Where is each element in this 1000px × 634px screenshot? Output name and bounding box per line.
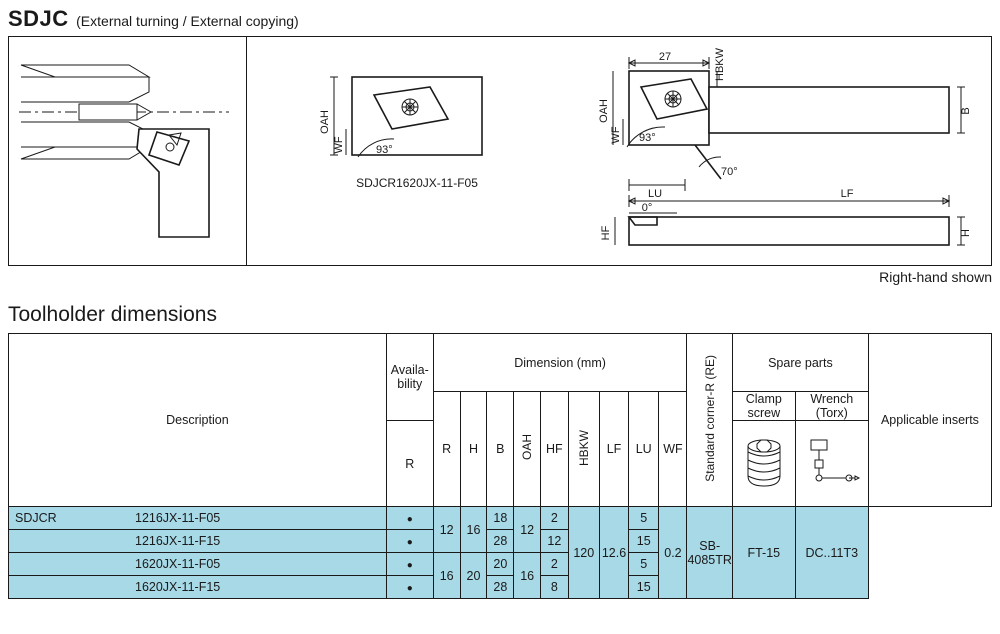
- th-oah: OAH: [514, 392, 541, 507]
- avail-cell: [386, 553, 433, 576]
- torx-wrench-icon: [795, 421, 868, 507]
- h-cell: 12: [433, 507, 460, 553]
- wf2-label: WF: [610, 126, 622, 143]
- angle-93-label: 93°: [376, 144, 393, 156]
- diagram-right: 93° OAH WF SDJCR1620JX-11-F05 27: [247, 37, 991, 265]
- hf-label: HF: [600, 225, 612, 240]
- bullet-icon: [407, 580, 413, 594]
- lf-cell: 120: [568, 507, 599, 599]
- wf-cell: 5: [629, 553, 659, 576]
- desc-cell: 1216JX-11-F15: [9, 530, 387, 553]
- wf-cell: 5: [629, 507, 659, 530]
- b-cell: 16: [460, 507, 487, 553]
- isometric-sketch-icon: [9, 37, 247, 265]
- wrench-cell: FT-15: [732, 507, 795, 599]
- oah-cell: 28: [487, 530, 514, 553]
- th-dimension: Dimension (mm): [433, 334, 687, 392]
- oah-cell: 18: [487, 507, 514, 530]
- th-hbkw: HBKW: [568, 392, 599, 507]
- center-caption: SDJCR1620JX-11-F05: [356, 176, 478, 190]
- hbkw-cell: 2: [541, 507, 568, 530]
- th-corner: Standard corner-R (RE): [687, 334, 732, 507]
- oah-cell: 28: [487, 576, 514, 599]
- wf-label: WF: [333, 136, 345, 153]
- th-wf: WF: [659, 392, 687, 507]
- wf-cell: 15: [629, 530, 659, 553]
- wf-cell: 15: [629, 576, 659, 599]
- corner-cell: 0.2: [659, 507, 687, 599]
- inserts-cell: DC..11T3: [795, 507, 868, 599]
- th-description: Description: [9, 334, 387, 507]
- h-cell: 16: [433, 553, 460, 599]
- bullet-icon: [407, 534, 413, 548]
- hf-cell: 16: [514, 553, 541, 599]
- table-row: SDJCR1216JX-11-F05 12 16 18 12 2 120 12.…: [9, 507, 992, 530]
- avail-cell: [386, 507, 433, 530]
- th-b: B: [487, 392, 514, 507]
- th-hf: HF: [541, 392, 568, 507]
- clamp-cell: SB-4085TR: [687, 507, 732, 599]
- th-r-sub: R: [386, 421, 433, 507]
- th-wrench: Wrench (Torx): [795, 392, 868, 421]
- dimension-drawing-icon: 93° OAH WF SDJCR1620JX-11-F05 27: [247, 37, 991, 265]
- diagram-left: [9, 37, 247, 265]
- hbkw-label: HBKW: [714, 47, 726, 81]
- b-cell: 20: [460, 553, 487, 599]
- th-clamp: Clamp screw: [732, 392, 795, 421]
- th-lu: LU: [629, 392, 659, 507]
- th-inserts: Applicable inserts: [868, 334, 991, 507]
- oah2-label: OAH: [598, 99, 610, 123]
- dimensions-table: Description Availa- bility Dimension (mm…: [8, 333, 992, 599]
- h-label: H: [960, 229, 972, 237]
- angle-93b-label: 93°: [639, 132, 656, 144]
- angle-70-label: 70°: [721, 166, 738, 178]
- product-code: SDJC: [8, 6, 69, 31]
- th-availability: Availa- bility: [386, 334, 433, 421]
- hf-cell: 12: [514, 507, 541, 553]
- th-lf: LF: [600, 392, 629, 507]
- dim-27-label: 27: [659, 51, 671, 63]
- desc-cell: SDJCR1216JX-11-F05: [9, 507, 387, 530]
- avail-cell: [386, 530, 433, 553]
- th-spare: Spare parts: [732, 334, 868, 392]
- bullet-icon: [407, 557, 413, 571]
- lu-label: LU: [648, 188, 662, 200]
- th-h: H: [460, 392, 487, 507]
- desc-cell: 1620JX-11-F15: [9, 576, 387, 599]
- desc-cell: 1620JX-11-F05: [9, 553, 387, 576]
- hbkw-cell: 8: [541, 576, 568, 599]
- oah-cell: 20: [487, 553, 514, 576]
- right-hand-note: Right-hand shown: [8, 269, 992, 285]
- page-title-row: SDJC (External turning / External copyin…: [8, 6, 992, 32]
- clamp-screw-icon: [732, 421, 795, 507]
- hbkw-cell: 12: [541, 530, 568, 553]
- product-subtitle: (External turning / External copying): [76, 13, 299, 29]
- section-title: Toolholder dimensions: [8, 303, 992, 327]
- hbkw-cell: 2: [541, 553, 568, 576]
- lf-label: LF: [841, 188, 854, 200]
- avail-cell: [386, 576, 433, 599]
- b-label: B: [960, 107, 972, 114]
- angle-0-label: 0°: [642, 202, 653, 214]
- th-r: R: [433, 392, 460, 507]
- oah-label: OAH: [319, 110, 331, 134]
- lu-cell: 12.6: [600, 507, 629, 599]
- bullet-icon: [407, 511, 413, 525]
- diagram-panel: 93° OAH WF SDJCR1620JX-11-F05 27: [8, 36, 992, 266]
